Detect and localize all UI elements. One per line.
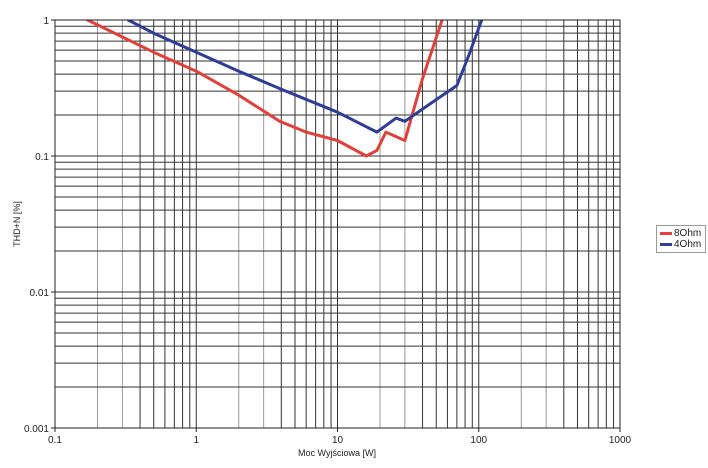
legend-swatch-4ohm [660, 243, 672, 246]
x-tick-label: 1 [193, 435, 199, 446]
y-axis-label: THD+N [%] [12, 201, 22, 247]
x-tick-label: 1000 [609, 435, 632, 446]
series-line-4ohm [126, 20, 484, 134]
legend: 8Ohm 4Ohm [656, 225, 707, 253]
legend-swatch-8ohm [660, 232, 672, 235]
x-tick-label: 10 [332, 435, 344, 446]
x-axis-ticks: 0.1 1 10 100 1000 [48, 428, 632, 446]
legend-label-8ohm: 8Ohm [674, 228, 702, 239]
y-tick-label: 0.01 [30, 288, 50, 299]
x-axis-label: Moc Wyjściowa [W] [298, 448, 376, 458]
x-tick-label: 100 [470, 435, 487, 446]
y-tick-label: 0.001 [24, 424, 49, 435]
series-line-8ohm [86, 20, 444, 158]
grid-lines [54, 20, 620, 429]
x-tick-label: 0.1 [48, 435, 62, 446]
data-series [86, 20, 484, 158]
legend-label-4ohm: 4Ohm [674, 239, 702, 250]
y-tick-label: 0.1 [35, 152, 49, 163]
legend-item-8ohm: 8Ohm [660, 228, 701, 239]
legend-item-4ohm: 4Ohm [660, 239, 701, 250]
y-tick-label: 1 [43, 16, 49, 27]
y-axis-ticks: 1 0.1 0.01 0.001 [24, 16, 55, 435]
